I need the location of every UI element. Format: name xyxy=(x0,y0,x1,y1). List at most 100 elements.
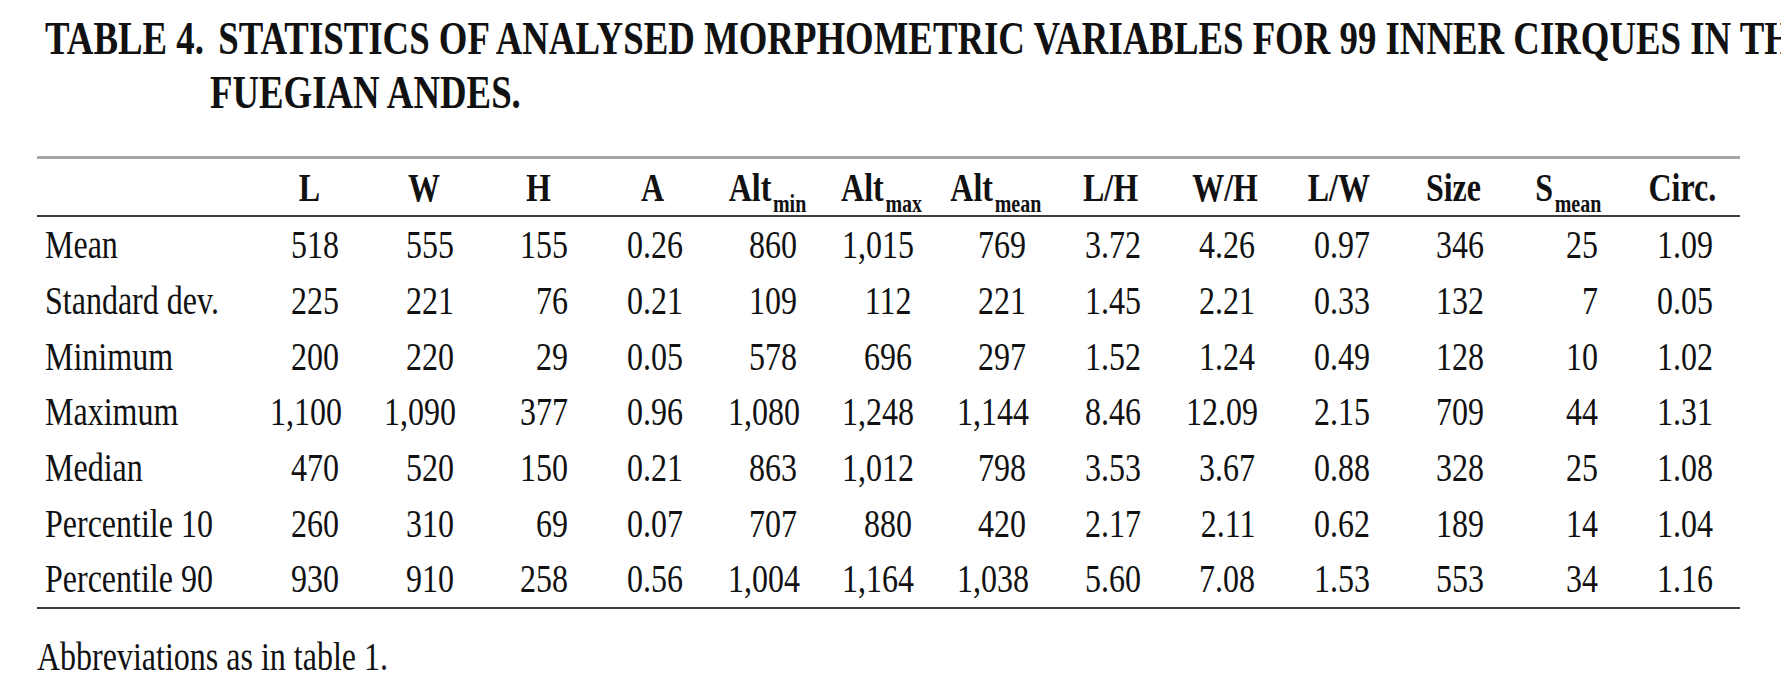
col-header-label: Altmin xyxy=(728,164,806,211)
cell-mean-l-h: 3.72 xyxy=(1053,216,1167,273)
cell-percentile-10-alt-mean: 420 xyxy=(939,495,1053,551)
cell-median-s-mean: 25 xyxy=(1511,440,1625,496)
cell-mean-h: 155 xyxy=(481,216,595,273)
row-label-text: Minimum xyxy=(45,333,173,380)
cell-value: 553 xyxy=(1436,555,1484,602)
cell-percentile-90-size: 553 xyxy=(1397,551,1511,608)
cell-percentile-90-l-h: 5.60 xyxy=(1053,551,1167,608)
col-header-label: L xyxy=(299,164,320,211)
cell-minimum-size: 128 xyxy=(1397,328,1511,384)
col-header-label: W/H xyxy=(1192,164,1258,211)
cell-percentile-10-l-w: 0.62 xyxy=(1282,495,1396,551)
row-label-maximum: Maximum xyxy=(37,384,252,440)
cell-value: 1,012 xyxy=(842,444,914,491)
cell-value: 112 xyxy=(865,277,912,324)
table-row-standard-dev: Standard dev.225221760.211091122211.452.… xyxy=(37,273,1740,329)
cell-value: 189 xyxy=(1436,500,1484,547)
col-header-label: W xyxy=(408,164,440,211)
cell-value: 863 xyxy=(749,444,797,491)
cell-maximum-w: 1,090 xyxy=(366,384,480,440)
cell-value: 132 xyxy=(1436,277,1484,324)
col-header-label: L/H xyxy=(1083,164,1138,211)
cell-value: 0.05 xyxy=(1657,277,1713,324)
cell-median-w: 520 xyxy=(366,440,480,496)
cell-minimum-h: 29 xyxy=(481,328,595,384)
header-row: LWHAAltminAltmaxAltmeanL/HW/HL/WSizeSmea… xyxy=(37,158,1740,217)
cell-maximum-l-h: 8.46 xyxy=(1053,384,1167,440)
cell-value: 707 xyxy=(749,500,797,547)
row-label-text: Percentile 90 xyxy=(45,555,213,602)
cell-value: 709 xyxy=(1436,388,1484,435)
cell-value: 150 xyxy=(520,444,568,491)
cell-standard-dev-l-w: 0.33 xyxy=(1282,273,1396,329)
table-caption-line2: FUEGIAN ANDES. xyxy=(210,70,1781,116)
cell-value: 3.72 xyxy=(1085,221,1141,268)
cell-value: 860 xyxy=(749,221,797,268)
cell-maximum-s-mean: 44 xyxy=(1511,384,1625,440)
cell-value: 4.26 xyxy=(1199,221,1255,268)
cell-value: 1,144 xyxy=(957,388,1029,435)
cell-value: 1,100 xyxy=(270,388,342,435)
cell-value: 1,164 xyxy=(842,555,914,602)
col-header-label: A xyxy=(641,164,664,211)
cell-value: 1,248 xyxy=(842,388,914,435)
cell-value: 221 xyxy=(406,277,454,324)
cell-standard-dev-w-h: 2.21 xyxy=(1168,273,1282,329)
cell-maximum-a: 0.96 xyxy=(595,384,709,440)
cell-value: 2.21 xyxy=(1199,277,1255,324)
col-header-label: Altmax xyxy=(841,164,922,211)
cell-value: 25 xyxy=(1566,444,1598,491)
cell-percentile-10-l: 260 xyxy=(252,495,366,551)
cell-value: 0.21 xyxy=(627,444,683,491)
row-label-minimum: Minimum xyxy=(37,328,252,384)
table-row-maximum: Maximum1,1001,0903770.961,0801,2481,1448… xyxy=(37,384,1740,440)
cell-standard-dev-a: 0.21 xyxy=(595,273,709,329)
cell-percentile-10-alt-min: 707 xyxy=(710,495,824,551)
cell-minimum-a: 0.05 xyxy=(595,328,709,384)
cell-value: 520 xyxy=(406,444,454,491)
col-header-size: Size xyxy=(1397,158,1511,217)
col-header-circ: Circ. xyxy=(1625,158,1740,217)
cell-percentile-90-l: 930 xyxy=(252,551,366,608)
cell-value: 1.02 xyxy=(1657,333,1713,380)
cell-value: 7 xyxy=(1582,277,1598,324)
cell-maximum-l-w: 2.15 xyxy=(1282,384,1396,440)
cell-value: 1,004 xyxy=(728,555,800,602)
cell-minimum-l-h: 1.52 xyxy=(1053,328,1167,384)
cell-mean-a: 0.26 xyxy=(595,216,709,273)
cell-mean-l-w: 0.97 xyxy=(1282,216,1396,273)
cell-value: 328 xyxy=(1436,444,1484,491)
cell-value: 0.07 xyxy=(627,500,683,547)
cell-value: 769 xyxy=(978,221,1026,268)
cell-value: 29 xyxy=(536,333,568,380)
cell-value: 69 xyxy=(536,500,568,547)
cell-mean-l: 518 xyxy=(252,216,366,273)
cell-value: 2.17 xyxy=(1085,500,1141,547)
cell-mean-s-mean: 25 xyxy=(1511,216,1625,273)
cell-median-w-h: 3.67 xyxy=(1168,440,1282,496)
cell-value: 2.15 xyxy=(1314,388,1370,435)
cell-value: 14 xyxy=(1566,500,1598,547)
cell-mean-alt-min: 860 xyxy=(710,216,824,273)
cell-mean-circ: 1.09 xyxy=(1625,216,1740,273)
cell-value: 1,090 xyxy=(384,388,456,435)
cell-value: 1.53 xyxy=(1314,555,1370,602)
cell-maximum-alt-min: 1,080 xyxy=(710,384,824,440)
table-caption-line1: TABLE 4.STATISTICS OF ANALYSED MORPHOMET… xyxy=(45,16,1781,62)
cell-value: 34 xyxy=(1566,555,1598,602)
col-header-label: Circ. xyxy=(1649,164,1717,211)
cell-value: 25 xyxy=(1566,221,1598,268)
cell-standard-dev-h: 76 xyxy=(481,273,595,329)
cell-value: 930 xyxy=(291,555,339,602)
col-header-empty xyxy=(37,158,252,217)
cell-value: 0.62 xyxy=(1314,500,1370,547)
cell-value: 1,038 xyxy=(957,555,1029,602)
row-label-median: Median xyxy=(37,440,252,496)
cell-standard-dev-l-h: 1.45 xyxy=(1053,273,1167,329)
cell-value: 1.08 xyxy=(1657,444,1713,491)
cell-value: 1.24 xyxy=(1199,333,1255,380)
cell-mean-alt-mean: 769 xyxy=(939,216,1053,273)
col-header-subscript: mean xyxy=(995,190,1042,217)
col-header-w-h: W/H xyxy=(1168,158,1282,217)
cell-value: 0.26 xyxy=(627,221,683,268)
